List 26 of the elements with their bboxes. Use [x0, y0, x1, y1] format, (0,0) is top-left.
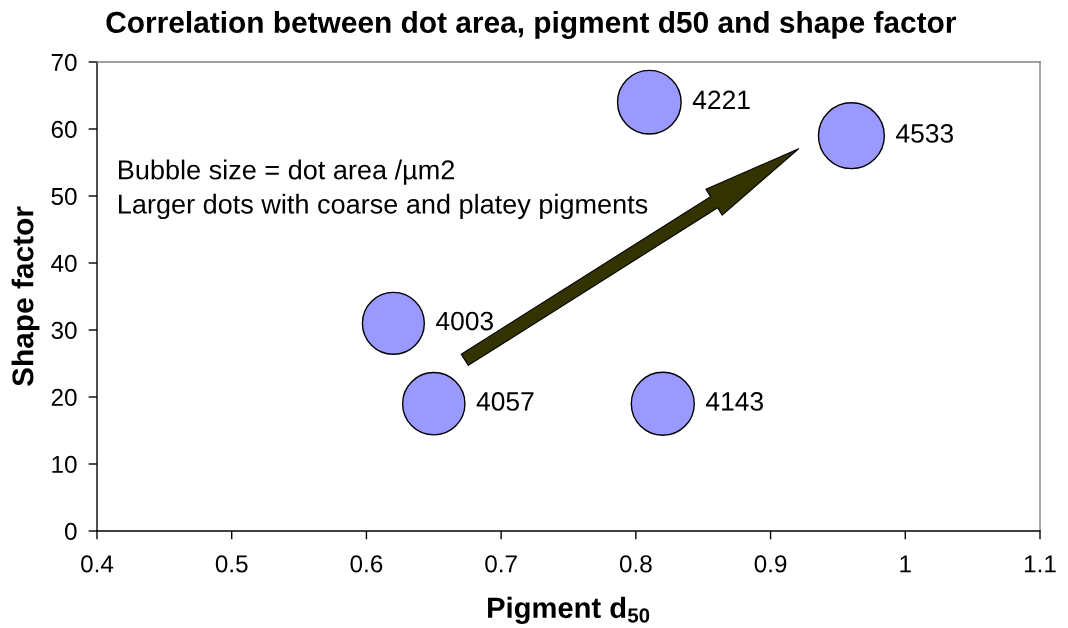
y-tick-label: 70: [51, 53, 77, 72]
annotation: Larger dots with coarse and platey pigments: [119, 193, 648, 220]
chart-title: Correlation between dot area, pigment d50 and shape factor: [106, 11, 956, 39]
x-axis-title: Pigment d$_{50}$: [488, 596, 650, 625]
x-tick-label: 1.1: [1024, 555, 1056, 573]
y-tick-label: 20: [51, 388, 77, 407]
annotation: Bubble size = dot area /µm2: [119, 159, 454, 185]
data-label: 4221: [692, 90, 750, 110]
y-tick-label: 0: [64, 522, 77, 541]
data-label: 4057: [476, 392, 534, 411]
y-axis-title: Shape factor: [11, 206, 40, 387]
x-tick-label: 0.8: [619, 555, 652, 573]
x-tick-label: 0.5: [215, 555, 248, 573]
y-tick-label: 30: [51, 321, 77, 340]
x-tick-label: 0.9: [754, 555, 787, 573]
x-tick-label: 0.7: [485, 555, 517, 573]
x-tick-label: 0.6: [350, 555, 383, 573]
data-label: 4003: [436, 311, 493, 331]
x-tick-label: 1: [900, 555, 911, 573]
y-tick-label: 60: [51, 120, 77, 139]
x-tick-label: 0.4: [81, 555, 114, 573]
data-label: 4143: [706, 392, 763, 411]
y-tick-label: 40: [51, 254, 77, 273]
y-tick-label: 10: [52, 455, 77, 474]
y-tick-label: 50: [51, 187, 77, 206]
data-label: 4533: [896, 124, 953, 143]
